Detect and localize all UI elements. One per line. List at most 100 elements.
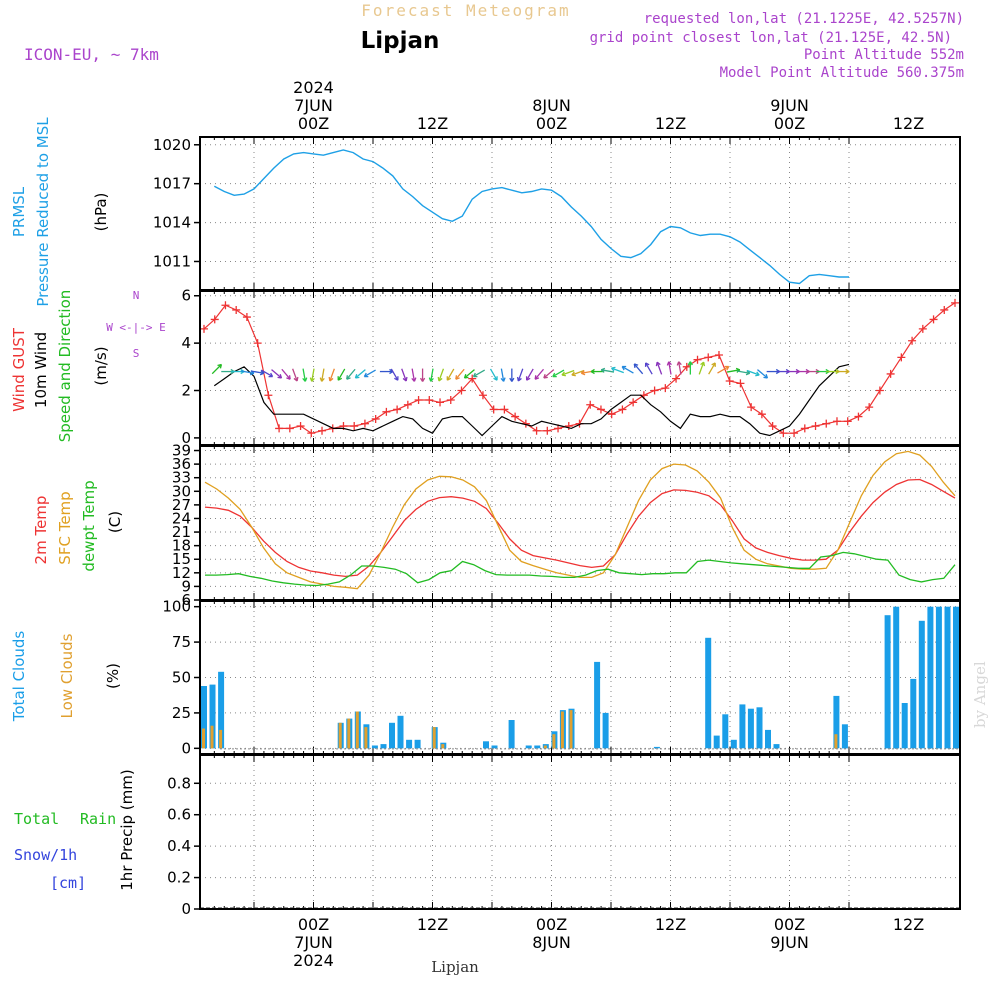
gust-marker — [596, 405, 605, 414]
total-cloud-bar — [841, 724, 848, 749]
wind-dir-arrowhead — [543, 373, 548, 379]
gust-marker — [714, 350, 723, 359]
wind-unit: (m/s) — [92, 346, 110, 385]
pressure-label-1: PRMSL — [10, 186, 28, 237]
dewpoint-line — [205, 551, 956, 587]
wind-10m-label: 10m Wind — [32, 332, 50, 408]
gust-marker — [200, 324, 208, 333]
wind-dir-arrow — [517, 368, 524, 382]
wind-dir-arrow — [698, 361, 705, 375]
total-cloud-bar — [380, 744, 387, 749]
wind-dir-arrowhead — [700, 361, 706, 367]
total-cloud-bar — [893, 606, 900, 749]
ytick-label: 4 — [181, 334, 191, 352]
gust-marker — [800, 424, 809, 433]
wind-dir-arrow — [500, 368, 505, 382]
wind-dir-arrow — [271, 369, 282, 379]
total-cloud-bar — [730, 739, 737, 749]
ytick-label: 1020 — [153, 136, 191, 154]
ytick-label: 0.4 — [167, 837, 191, 855]
wind-dir-arrowhead — [328, 376, 334, 382]
gust-marker — [382, 407, 391, 416]
ytick-label: 1014 — [153, 214, 191, 232]
gust-marker — [436, 398, 445, 407]
pressure-unit: (hPa) — [92, 193, 110, 232]
ytick-label: 0 — [181, 739, 191, 757]
panel-4: 0 25 50 75 100 — [162, 598, 961, 757]
total-cloud-bar — [884, 615, 891, 749]
requested-coords: requested lon,lat (21.1225E, 42.5257N) — [644, 11, 964, 27]
wind-dir-arrowhead — [525, 376, 531, 381]
wind-dir-arrowhead — [571, 371, 576, 377]
wind-dir-arrow — [241, 370, 255, 374]
wind-dir-arrowhead — [293, 376, 299, 382]
wind-dir-arrow — [292, 368, 298, 382]
ytick-label: 39 — [172, 442, 191, 460]
wind-dir-arrow — [211, 364, 222, 375]
ytick-label: 36 — [172, 455, 191, 473]
gust-marker — [307, 429, 316, 438]
ytick-label: 30 — [172, 482, 191, 500]
precip-unit: 1hr Precip (mm) — [118, 769, 136, 890]
top-time-label: 2024 — [293, 78, 334, 97]
gust-marker — [564, 422, 573, 431]
total-cloud-bar — [594, 661, 601, 749]
precip-panel-labels: Total Rain Snow/1h [cm] 1hr Precip (mm) — [14, 769, 136, 892]
bottom-time-label: 12Z — [655, 915, 686, 934]
gust-marker — [607, 410, 616, 419]
wind-dir-arrowhead — [676, 361, 682, 366]
ytick-label: 1017 — [153, 175, 191, 193]
gust-marker — [242, 313, 251, 322]
wind-dir-arrow — [645, 362, 653, 375]
ytick-label: 25 — [172, 704, 191, 722]
gust-marker — [929, 315, 938, 324]
gust-marker — [693, 355, 702, 364]
total-cloud-bar — [910, 678, 917, 749]
gust-marker — [951, 298, 959, 307]
wind-dir-arrow — [552, 369, 565, 378]
gust-marker — [725, 377, 734, 386]
low-cloud-bar — [355, 711, 359, 749]
wind-speed-line — [213, 363, 850, 437]
wind-dir-arrowhead — [666, 361, 672, 366]
total-cloud-bar — [833, 695, 840, 749]
gust-marker — [478, 391, 487, 400]
ytick-label: 6 — [181, 287, 191, 305]
ytick-label: 100 — [162, 598, 191, 616]
gust-marker — [318, 426, 327, 435]
gust-marker — [940, 305, 949, 314]
wind-dir-arrowhead — [509, 377, 515, 382]
wind-dir-arrowhead — [493, 376, 498, 381]
wind-dir-arrow — [346, 368, 356, 380]
gust-marker — [704, 353, 713, 362]
wind-dir-arrowhead — [724, 365, 730, 371]
ytick-label: 33 — [172, 469, 191, 487]
total-clouds-label: Total Clouds — [10, 631, 28, 723]
wind-dir-arrowhead — [319, 377, 325, 382]
bottom-time-label: 7JUN — [294, 933, 333, 952]
wind-dir-arrowhead — [644, 362, 650, 367]
gust-marker — [511, 412, 520, 421]
ytick-label: 15 — [172, 550, 191, 568]
ytick-label: 2 — [181, 382, 191, 400]
wind-dir-arrow — [678, 361, 682, 375]
gust-marker — [457, 386, 466, 395]
wind-dir-arrowhead — [711, 362, 716, 367]
gust-marker — [682, 362, 691, 371]
wind-dir-arrow — [621, 365, 634, 374]
wind-dir-arrow — [656, 361, 663, 375]
gust-marker — [618, 405, 627, 414]
wind-gust-label: Wind GUST — [10, 327, 28, 412]
gust-marker — [832, 417, 841, 426]
wind-dir-arrowhead — [286, 375, 291, 380]
location-title: Lipjan — [361, 28, 440, 54]
low-clouds-label: Low Clouds — [58, 633, 76, 718]
wind-dir-arrowhead — [633, 363, 639, 368]
cloud-panel-labels: Total Clouds Low Clouds (%) — [10, 631, 122, 723]
low-cloud-bar — [560, 711, 564, 749]
top-time-label: 12Z — [655, 114, 686, 133]
ytick-label: 0 — [181, 429, 191, 447]
wind-dir-arrow — [430, 368, 434, 382]
